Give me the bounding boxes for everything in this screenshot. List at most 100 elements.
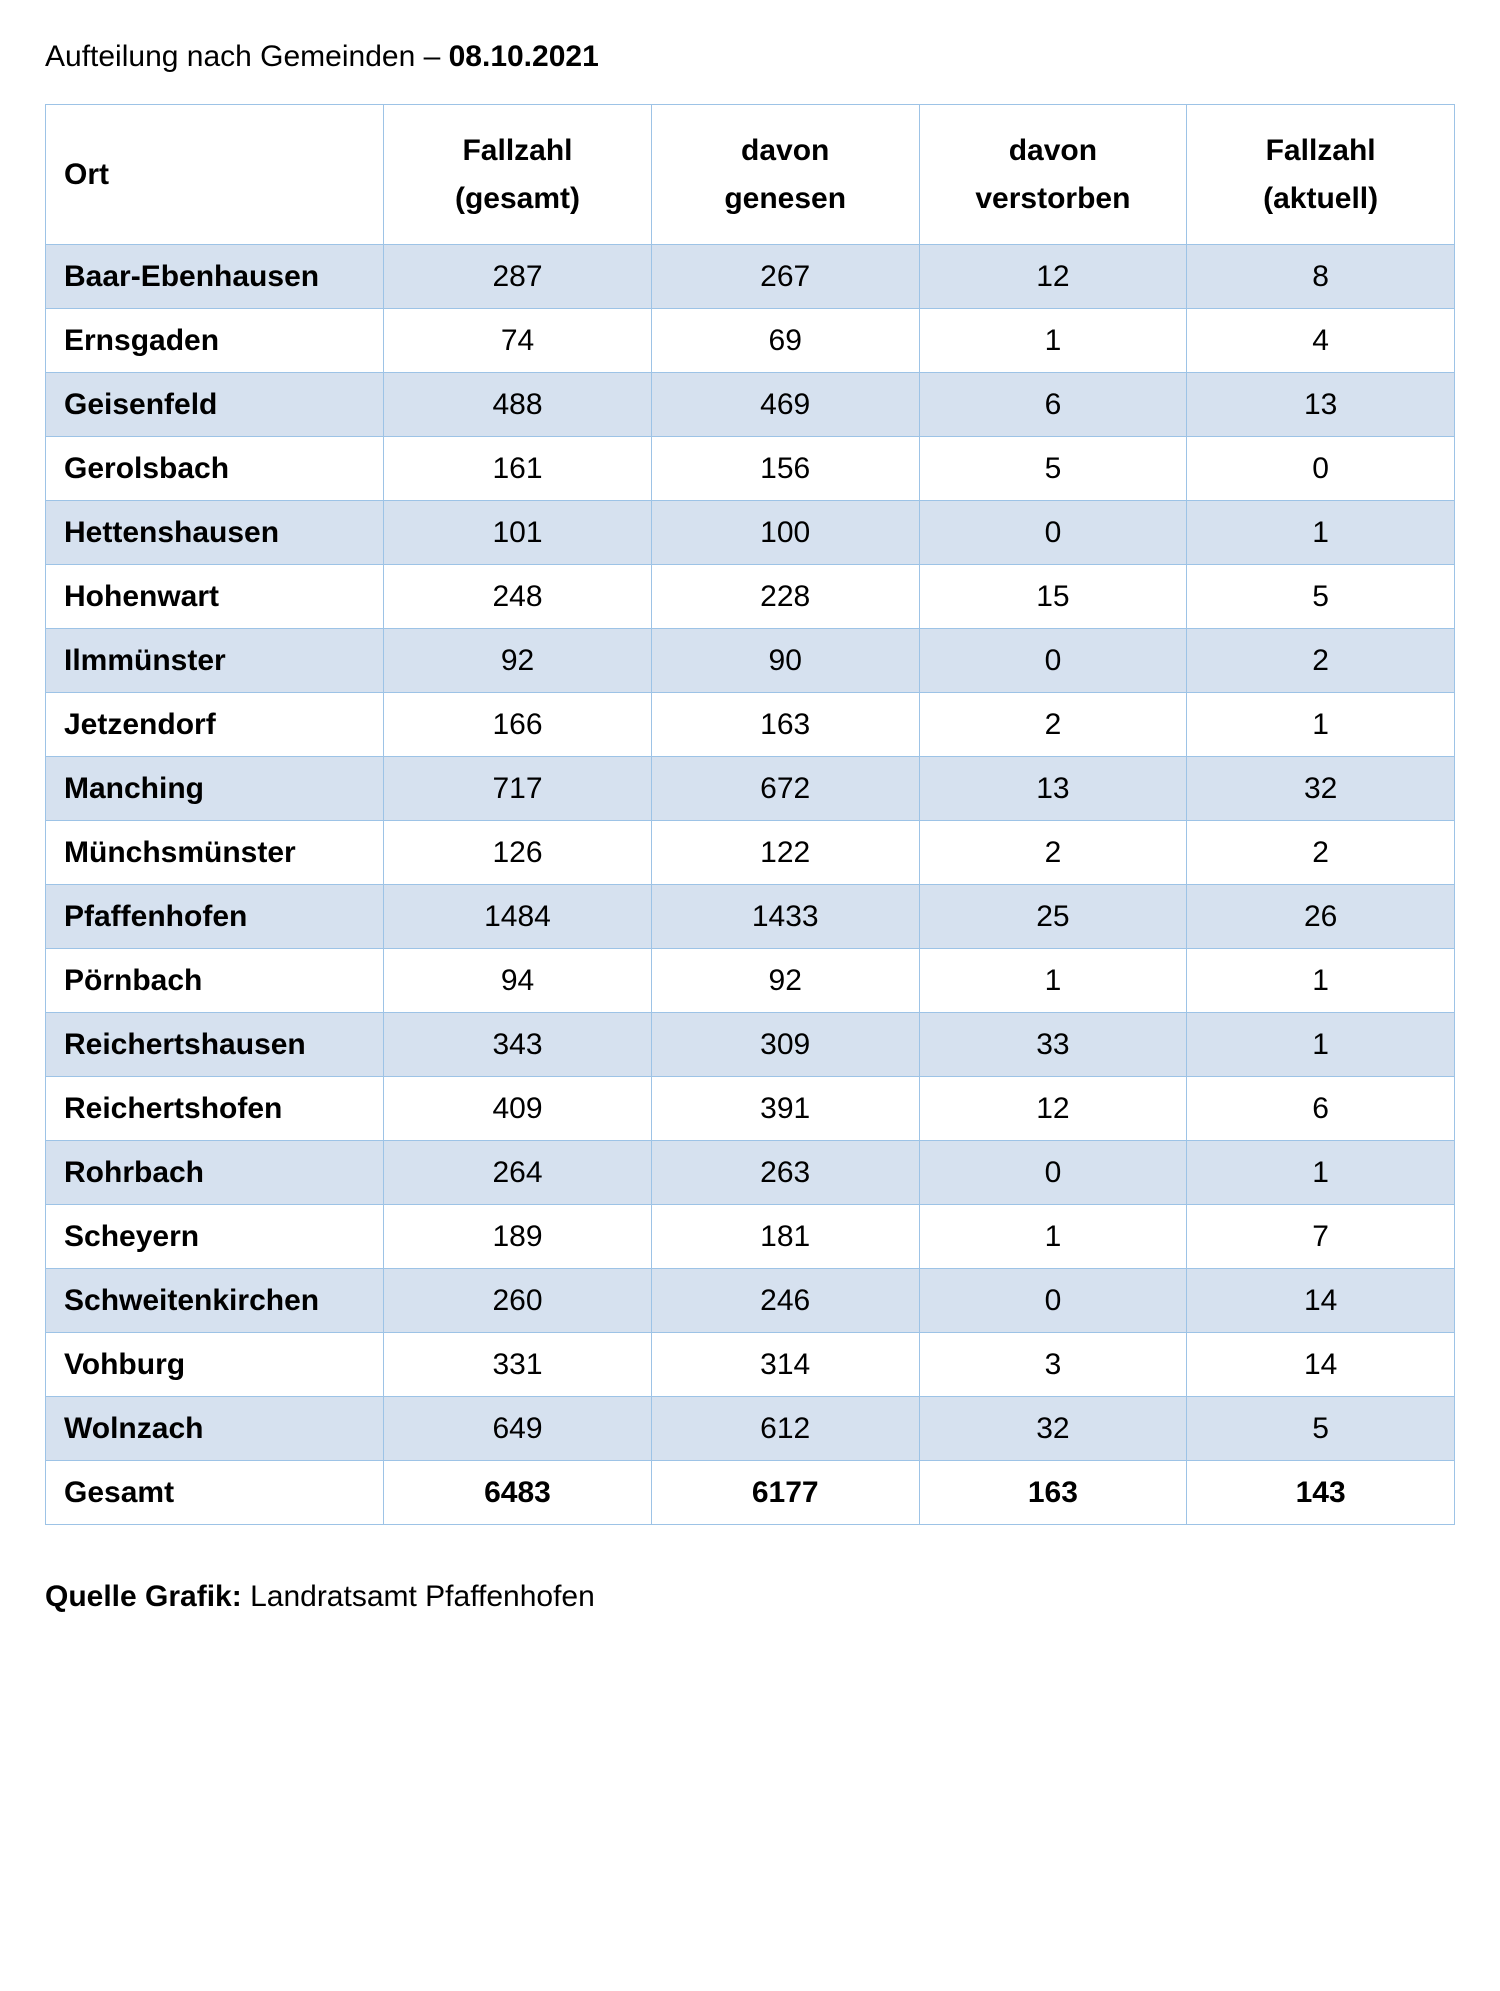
header-verstorben: davon verstorben — [919, 105, 1187, 245]
total-cell-ort: Gesamt — [46, 1461, 384, 1525]
cell-genesen: 314 — [651, 1333, 919, 1397]
table-row: Baar-Ebenhausen287267128 — [46, 245, 1455, 309]
cell-gesamt: 1484 — [384, 885, 652, 949]
cell-verstorben: 5 — [919, 437, 1187, 501]
cell-verstorben: 25 — [919, 885, 1187, 949]
cell-genesen: 181 — [651, 1205, 919, 1269]
header-aktuell-l1: Fallzahl — [1187, 127, 1454, 175]
cell-gesamt: 343 — [384, 1013, 652, 1077]
cell-ort: Hohenwart — [46, 565, 384, 629]
cell-gesamt: 649 — [384, 1397, 652, 1461]
header-gesamt: Fallzahl (gesamt) — [384, 105, 652, 245]
footer: Quelle Grafik: Landratsamt Pfaffenhofen — [45, 1580, 1455, 1614]
title-date: 08.10.2021 — [449, 40, 599, 73]
cell-genesen: 156 — [651, 437, 919, 501]
cell-ort: Pfaffenhofen — [46, 885, 384, 949]
cell-ort: Reichertshausen — [46, 1013, 384, 1077]
cell-ort: Rohrbach — [46, 1141, 384, 1205]
header-ort: Ort — [46, 105, 384, 245]
cell-verstorben: 15 — [919, 565, 1187, 629]
cell-ort: Vohburg — [46, 1333, 384, 1397]
cell-gesamt: 92 — [384, 629, 652, 693]
cell-gesamt: 260 — [384, 1269, 652, 1333]
header-aktuell: Fallzahl (aktuell) — [1187, 105, 1455, 245]
cell-verstorben: 0 — [919, 501, 1187, 565]
cell-ort: Ernsgaden — [46, 309, 384, 373]
cell-verstorben: 6 — [919, 373, 1187, 437]
cell-verstorben: 0 — [919, 1269, 1187, 1333]
cell-genesen: 612 — [651, 1397, 919, 1461]
table-row: Ernsgaden746914 — [46, 309, 1455, 373]
cell-ort: Jetzendorf — [46, 693, 384, 757]
page-title: Aufteilung nach Gemeinden – 08.10.2021 — [45, 40, 1455, 74]
total-cell-verstorben: 163 — [919, 1461, 1187, 1525]
cell-genesen: 309 — [651, 1013, 919, 1077]
cell-ort: Pörnbach — [46, 949, 384, 1013]
table-row: Geisenfeld488469613 — [46, 373, 1455, 437]
cell-gesamt: 74 — [384, 309, 652, 373]
table-total-row: Gesamt64836177163143 — [46, 1461, 1455, 1525]
cell-verstorben: 1 — [919, 1205, 1187, 1269]
header-verstorben-l2: verstorben — [920, 175, 1187, 223]
cell-gesamt: 94 — [384, 949, 652, 1013]
header-verstorben-l1: davon — [920, 127, 1187, 175]
table-row: Vohburg331314314 — [46, 1333, 1455, 1397]
header-gesamt-l1: Fallzahl — [384, 127, 651, 175]
cell-ort: Reichertshofen — [46, 1077, 384, 1141]
cell-aktuell: 8 — [1187, 245, 1455, 309]
cell-verstorben: 1 — [919, 309, 1187, 373]
table-row: Hohenwart248228155 — [46, 565, 1455, 629]
cell-verstorben: 12 — [919, 1077, 1187, 1141]
cell-ort: Geisenfeld — [46, 373, 384, 437]
cell-aktuell: 13 — [1187, 373, 1455, 437]
table-row: Hettenshausen10110001 — [46, 501, 1455, 565]
cell-verstorben: 12 — [919, 245, 1187, 309]
cell-ort: Schweitenkirchen — [46, 1269, 384, 1333]
table-row: Münchsmünster12612222 — [46, 821, 1455, 885]
cell-genesen: 92 — [651, 949, 919, 1013]
table-header: Ort Fallzahl (gesamt) davon genesen davo… — [46, 105, 1455, 245]
cell-aktuell: 4 — [1187, 309, 1455, 373]
cell-verstorben: 1 — [919, 949, 1187, 1013]
table-row: Ilmmünster929002 — [46, 629, 1455, 693]
cell-aktuell: 32 — [1187, 757, 1455, 821]
cell-aktuell: 0 — [1187, 437, 1455, 501]
cell-gesamt: 126 — [384, 821, 652, 885]
table-row: Jetzendorf16616321 — [46, 693, 1455, 757]
header-genesen-l2: genesen — [652, 175, 919, 223]
cell-aktuell: 1 — [1187, 949, 1455, 1013]
total-cell-gesamt: 6483 — [384, 1461, 652, 1525]
cell-verstorben: 2 — [919, 821, 1187, 885]
cell-aktuell: 1 — [1187, 501, 1455, 565]
cell-verstorben: 32 — [919, 1397, 1187, 1461]
cell-gesamt: 488 — [384, 373, 652, 437]
cell-aktuell: 1 — [1187, 693, 1455, 757]
cell-genesen: 469 — [651, 373, 919, 437]
cell-aktuell: 14 — [1187, 1333, 1455, 1397]
cell-aktuell: 2 — [1187, 821, 1455, 885]
cell-gesamt: 409 — [384, 1077, 652, 1141]
cell-gesamt: 717 — [384, 757, 652, 821]
cell-verstorben: 3 — [919, 1333, 1187, 1397]
table-row: Reichertshofen409391126 — [46, 1077, 1455, 1141]
header-gesamt-l2: (gesamt) — [384, 175, 651, 223]
header-aktuell-l2: (aktuell) — [1187, 175, 1454, 223]
title-prefix: Aufteilung nach Gemeinden – — [45, 40, 449, 73]
header-genesen: davon genesen — [651, 105, 919, 245]
header-genesen-l1: davon — [652, 127, 919, 175]
cell-gesamt: 101 — [384, 501, 652, 565]
cell-genesen: 391 — [651, 1077, 919, 1141]
cell-genesen: 246 — [651, 1269, 919, 1333]
municipality-table: Ort Fallzahl (gesamt) davon genesen davo… — [45, 104, 1455, 1525]
table-row: Manching7176721332 — [46, 757, 1455, 821]
cell-gesamt: 248 — [384, 565, 652, 629]
cell-verstorben: 13 — [919, 757, 1187, 821]
cell-aktuell: 1 — [1187, 1013, 1455, 1077]
cell-ort: Gerolsbach — [46, 437, 384, 501]
table-row: Rohrbach26426301 — [46, 1141, 1455, 1205]
total-cell-genesen: 6177 — [651, 1461, 919, 1525]
cell-aktuell: 7 — [1187, 1205, 1455, 1269]
cell-genesen: 228 — [651, 565, 919, 629]
cell-ort: Wolnzach — [46, 1397, 384, 1461]
total-cell-aktuell: 143 — [1187, 1461, 1455, 1525]
